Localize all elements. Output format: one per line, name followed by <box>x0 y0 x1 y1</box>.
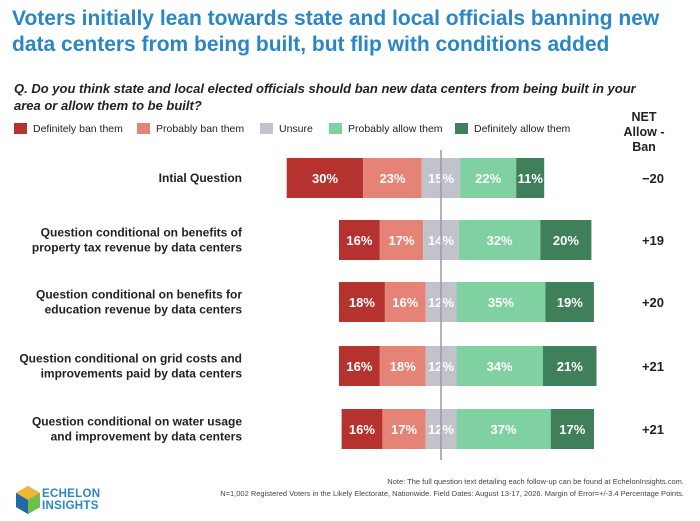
footnote: Note: The full question text detailing e… <box>220 476 684 500</box>
category-label: Intial Question <box>159 171 242 185</box>
bar-segment <box>458 220 541 260</box>
bar-segment <box>339 346 380 386</box>
bar-segment <box>456 282 546 322</box>
bar-data-label: 17% <box>559 422 585 437</box>
legend-item-probably-ban: Probably ban them <box>137 123 244 135</box>
net-header-line-1: NET <box>631 110 657 124</box>
legend-label: Unsure <box>279 123 313 135</box>
bar-data-label: 17% <box>391 422 417 437</box>
net-value: −20 <box>642 171 664 186</box>
bar-segment <box>460 158 517 198</box>
category-label-line: Question conditional on water usage <box>32 415 242 429</box>
bar-segment <box>543 346 597 386</box>
category-label: Question conditional on benefits for educ… <box>36 288 242 317</box>
bar-data-label: 18% <box>349 295 375 310</box>
bar-data-label: 16% <box>392 295 418 310</box>
legend-swatch <box>260 123 273 134</box>
bar-data-label: 17% <box>388 233 414 248</box>
logo-text: ECHELON INSIGHTS <box>42 488 100 512</box>
bar-segment <box>379 346 426 386</box>
chart-row: 18% 16% 12% 35% 19%Question conditional on b… <box>36 282 664 322</box>
logo-text-line-2: INSIGHTS <box>42 500 99 512</box>
legend-item-unsure: Unsure <box>260 123 313 135</box>
bar-data-label: 32% <box>487 233 513 248</box>
net-value: +20 <box>642 295 664 310</box>
chart-title-line-2: data centers from being built, but flip … <box>12 33 610 56</box>
legend-item-definitely-allow: Definitely allow them <box>455 123 570 135</box>
net-value: +19 <box>642 233 664 248</box>
net-value: +21 <box>642 359 664 374</box>
bar-data-label: 16% <box>346 233 372 248</box>
bar-segment <box>456 346 543 386</box>
bar-data-label: 30% <box>312 171 338 186</box>
legend-item-probably-allow: Probably allow them <box>329 123 443 135</box>
question-line-1: Q. Do you think state and local elected … <box>14 81 636 96</box>
category-label-line: Intial Question <box>159 171 242 185</box>
bar-segment <box>540 220 592 260</box>
bar-segment <box>545 282 594 322</box>
net-header-line-2: Allow - <box>623 125 665 139</box>
chart-title: Voters initially lean towards state and … <box>12 6 692 58</box>
legend-swatch <box>455 123 468 134</box>
category-label-line: and improvement by data centers <box>51 430 243 444</box>
legend-swatch <box>329 123 342 134</box>
bar-data-label: 20% <box>553 233 579 248</box>
category-label-line: Question conditional on benefits of <box>41 226 243 240</box>
category-label-line: improvements paid by data centers <box>41 367 243 381</box>
chart-row: 30% 23% 15% 22% 11%Intial Question −20 <box>159 158 664 198</box>
bar-segment <box>516 158 545 198</box>
legend-label: Definitely ban them <box>33 123 123 135</box>
category-label-line: Question conditional on grid costs and <box>19 352 242 366</box>
bar-data-label: 22% <box>475 171 501 186</box>
category-label-line: education revenue by data centers <box>45 303 243 317</box>
echelon-insights-logo: ECHELON INSIGHTS <box>16 484 136 516</box>
category-label: Question conditional on water usage and i… <box>32 415 242 444</box>
question-text: Q. Do you think state and local elected … <box>14 80 694 114</box>
bar-data-label: 11% <box>518 171 544 186</box>
category-label-line: Question conditional on benefits for <box>36 288 242 302</box>
bar-data-label: 16% <box>346 359 372 374</box>
bar-segment <box>286 158 364 198</box>
bar-data-label: 34% <box>487 359 513 374</box>
footnote-line-1: Note: The full question text detailing e… <box>387 477 684 486</box>
footnote-line-2: N=1,002 Registered Voters in the Likely … <box>220 489 684 498</box>
bar-data-label: 16% <box>349 422 375 437</box>
bar-data-label: 35% <box>488 295 514 310</box>
chart-row: 16% 17% 14% 32% 20%Question conditional on b… <box>32 220 664 260</box>
chart-row: 16% 18% 12% 34% 21%Question conditional on g… <box>19 346 664 386</box>
legend-label: Probably ban them <box>156 123 245 135</box>
logo-text-line-1: ECHELON <box>42 488 101 500</box>
bar-segment <box>456 409 551 449</box>
legend-item-definitely-ban: Definitely ban them <box>14 123 123 135</box>
question-line-2: area or allow them to be built? <box>14 98 202 113</box>
chart-title-line-1: Voters initially lean towards state and … <box>12 7 660 30</box>
legend-label: Definitely allow them <box>474 123 571 135</box>
bar-segment <box>382 409 426 449</box>
bar-segment <box>339 282 385 322</box>
bar-data-label: 18% <box>390 359 416 374</box>
chart-row: 16% 17% 12% 37% 17%Question conditional on w… <box>32 409 664 449</box>
category-label: Question conditional on benefits of prope… <box>32 226 243 255</box>
bar-data-label: 21% <box>557 359 583 374</box>
bar-segment <box>339 220 380 260</box>
net-header: NET Allow - Ban <box>612 110 676 155</box>
legend-swatch <box>14 123 27 134</box>
logo-hexagon-icon <box>16 486 40 514</box>
bar-segment <box>379 220 424 260</box>
bar-segment <box>341 409 383 449</box>
bar-data-label: 23% <box>380 171 406 186</box>
bar-data-label: 37% <box>490 422 516 437</box>
bar-segment <box>363 158 422 198</box>
category-label-line: property tax revenue by data centers <box>32 241 242 255</box>
net-header-line-3: Ban <box>632 140 656 154</box>
legend-label: Probably allow them <box>348 123 443 135</box>
net-value: +21 <box>642 422 664 437</box>
legend-swatch <box>137 123 150 134</box>
bar-segment <box>384 282 426 322</box>
bar-data-label: 19% <box>557 295 583 310</box>
bar-segment <box>550 409 594 449</box>
category-label: Question conditional on grid costs and im… <box>19 352 242 381</box>
